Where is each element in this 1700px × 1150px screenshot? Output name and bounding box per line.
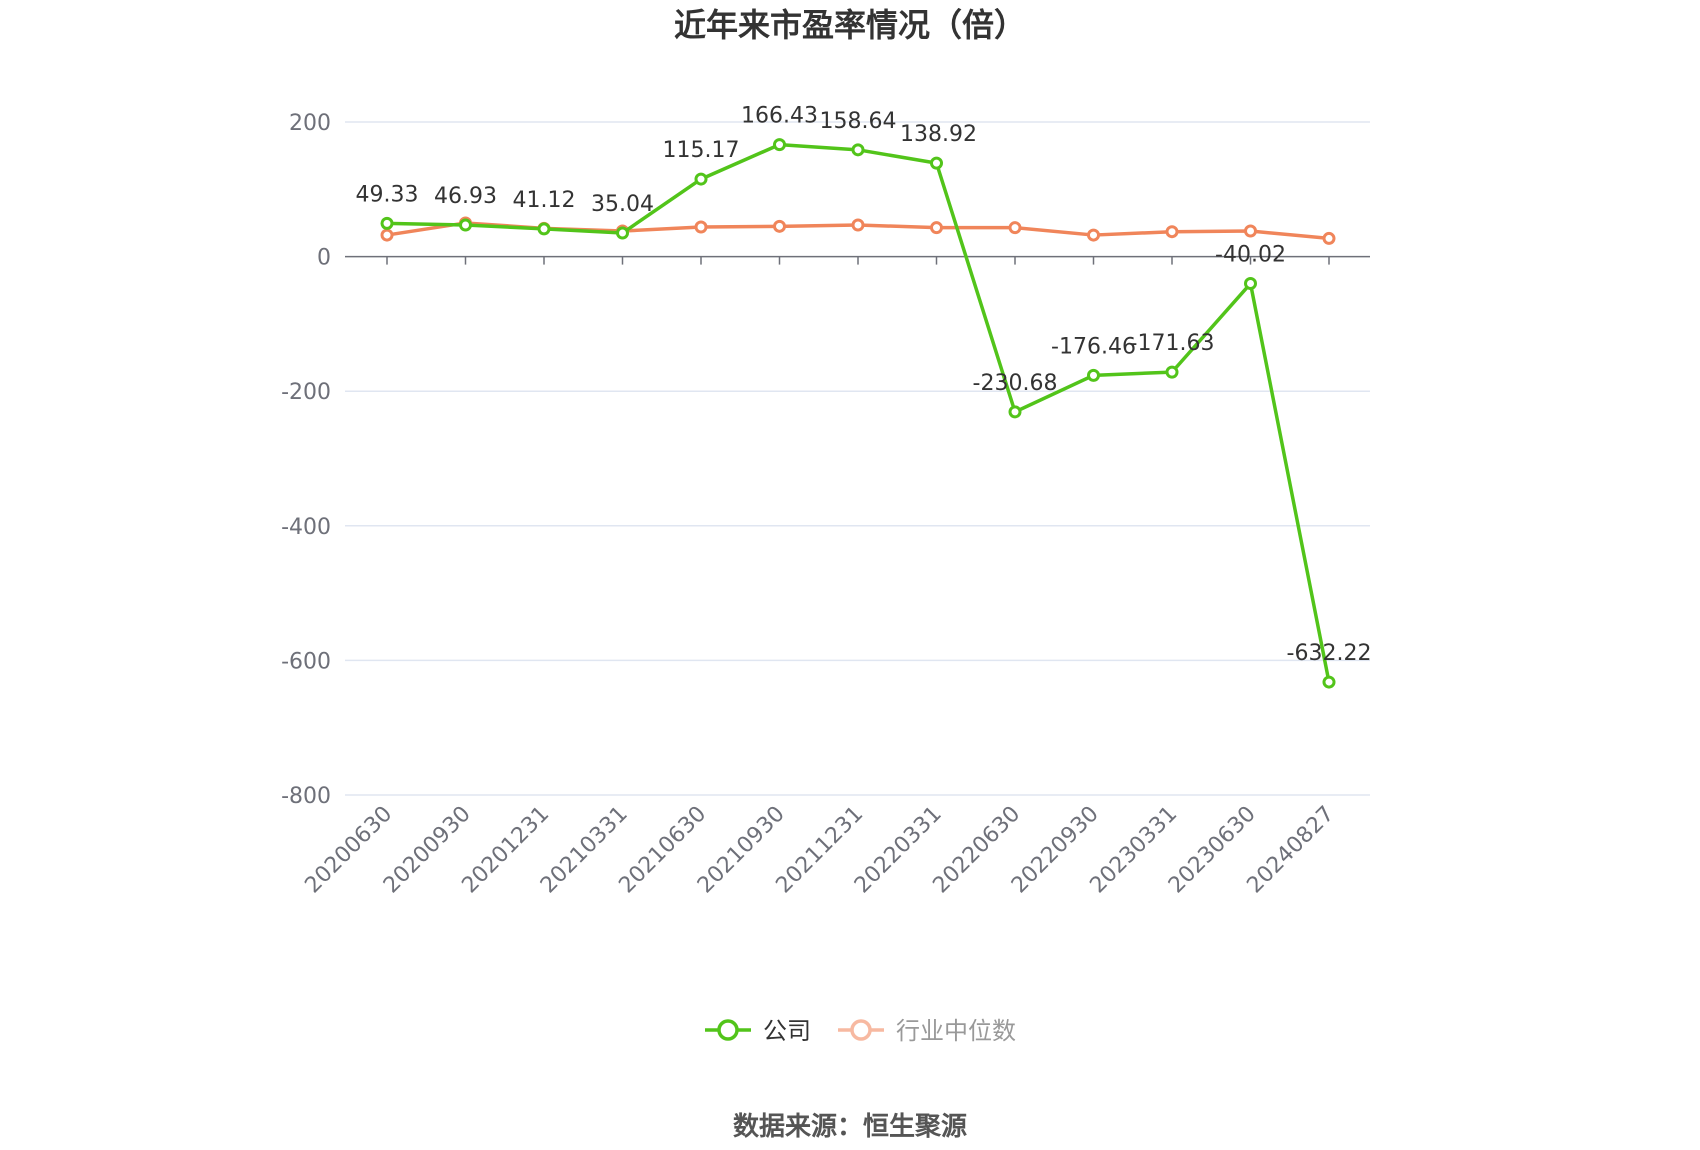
- data-point[interactable]: [1244, 224, 1257, 238]
- y-tick-label: -600: [281, 649, 331, 674]
- y-axis: 200 0 -200 -400 -600 -800: [281, 111, 331, 809]
- data-label: -230.68: [973, 371, 1058, 396]
- data-point[interactable]: [773, 219, 786, 233]
- grid: [345, 121, 1370, 796]
- data-point[interactable]: [851, 143, 865, 157]
- legend-marker: [850, 1019, 872, 1041]
- data-point[interactable]: [537, 222, 551, 236]
- source-text: 数据来源：恒生聚源: [733, 1112, 967, 1142]
- data-point[interactable]: [1008, 221, 1022, 235]
- data-label: -171.63: [1130, 331, 1215, 356]
- data-point[interactable]: [773, 138, 786, 152]
- y-tick-label: -200: [281, 380, 331, 405]
- data-point[interactable]: [930, 221, 943, 235]
- data-point[interactable]: [851, 218, 865, 232]
- data-label: 41.12: [513, 188, 576, 213]
- legend-label: 公司: [763, 1017, 811, 1045]
- y-tick-label: -400: [281, 515, 331, 540]
- data-point[interactable]: [1322, 231, 1336, 245]
- data-point[interactable]: [694, 220, 708, 234]
- data-point[interactable]: [1165, 365, 1179, 379]
- data-point[interactable]: [1008, 405, 1022, 419]
- data-point[interactable]: [380, 216, 394, 230]
- chart-title: 近年来市盈率情况（倍）: [674, 6, 1026, 44]
- legend-item-1[interactable]: 行业中位数: [838, 1017, 1016, 1045]
- legend-marker: [717, 1019, 739, 1041]
- data-label: -632.22: [1287, 641, 1372, 666]
- data-point[interactable]: [694, 172, 708, 186]
- data-point[interactable]: [616, 226, 629, 240]
- data-point[interactable]: [1165, 225, 1179, 239]
- data-point[interactable]: [1244, 277, 1257, 291]
- legend-label: 行业中位数: [896, 1017, 1016, 1045]
- data-point[interactable]: [1087, 368, 1100, 382]
- data-point[interactable]: [930, 156, 943, 170]
- data-point[interactable]: [380, 228, 394, 242]
- data-label: 46.93: [434, 184, 497, 209]
- legend-item-0[interactable]: 公司: [705, 1017, 811, 1045]
- y-tick-label: -800: [281, 784, 331, 809]
- data-label: 158.64: [820, 109, 897, 134]
- data-point[interactable]: [1322, 675, 1336, 689]
- data-label: 138.92: [900, 122, 977, 147]
- data-label: 49.33: [356, 182, 419, 207]
- data-label: 35.04: [591, 192, 654, 217]
- y-tick-label: 200: [289, 111, 331, 136]
- data-label: 166.43: [741, 104, 818, 129]
- data-label: -176.46: [1051, 334, 1136, 359]
- data-point[interactable]: [1087, 228, 1100, 242]
- data-label: -40.02: [1215, 243, 1286, 268]
- data-point[interactable]: [459, 218, 472, 232]
- y-tick-label: 0: [317, 246, 331, 271]
- data-label: 115.17: [663, 138, 740, 163]
- legend[interactable]: 公司 行业中位数: [705, 1017, 1016, 1045]
- series-layer: [380, 138, 1336, 689]
